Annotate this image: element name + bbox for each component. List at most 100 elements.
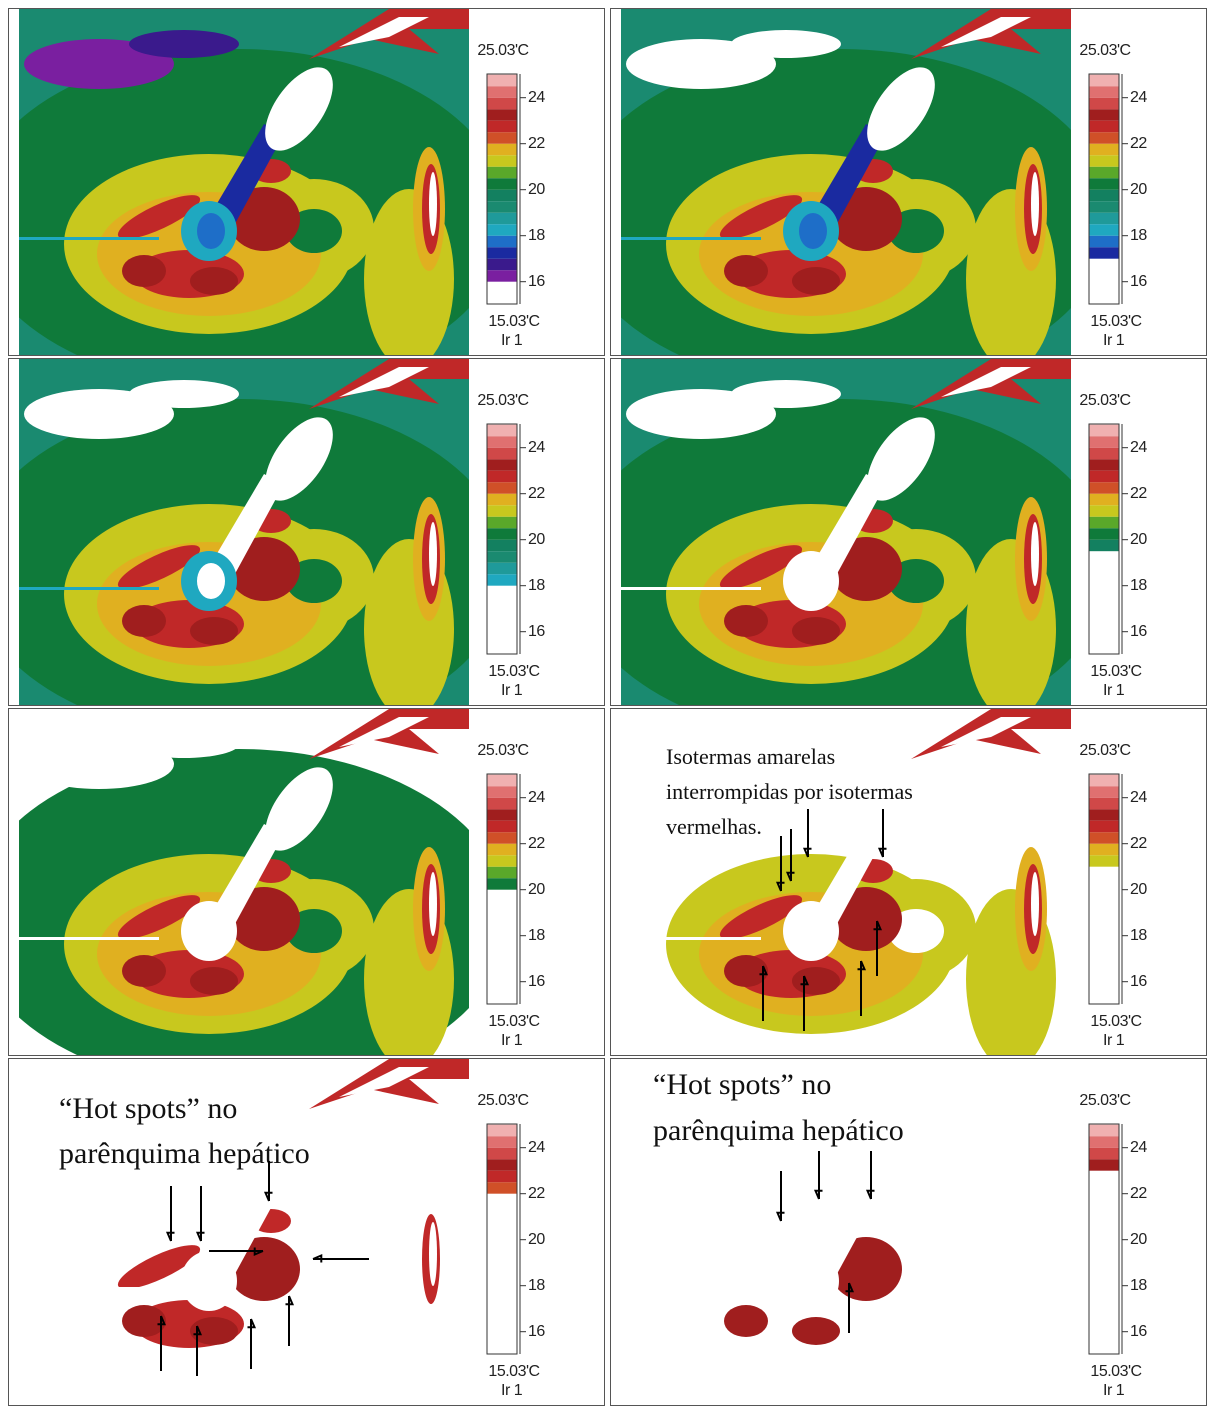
colorbar-segment bbox=[487, 866, 517, 879]
colorbar-segment bbox=[487, 459, 517, 471]
annotation: interrompidas por isotermas bbox=[666, 779, 913, 804]
isotherm-region bbox=[129, 30, 239, 58]
colorbar-segment bbox=[487, 1331, 517, 1354]
tick-label: 24 bbox=[528, 89, 545, 106]
isotherm-region bbox=[190, 267, 238, 295]
colorbar-segment bbox=[1089, 585, 1119, 598]
colorbar-segment bbox=[1089, 493, 1119, 506]
isotherm-region bbox=[867, 1117, 935, 1201]
isotherm-region bbox=[941, 367, 1031, 397]
colorbar-segment bbox=[487, 97, 517, 110]
colorbar-segment bbox=[1089, 143, 1119, 156]
colorbar-segment bbox=[487, 281, 517, 304]
isotherm-region bbox=[719, 895, 803, 939]
colorbar-segment bbox=[1089, 855, 1119, 867]
arrow-head bbox=[253, 1247, 264, 1257]
colorbar-segment bbox=[1089, 1182, 1119, 1194]
thermal-image bbox=[621, 359, 1071, 705]
arrow-head bbox=[865, 1189, 875, 1200]
isotherm-region bbox=[724, 255, 768, 287]
scale-max-label: 25.03'C bbox=[1079, 1092, 1130, 1109]
isotherm-region bbox=[429, 172, 437, 236]
colorbar-frame bbox=[1088, 773, 1120, 1005]
camera-label: Ir 1 bbox=[501, 1032, 523, 1049]
colorbar-segment bbox=[1089, 1331, 1119, 1354]
tick-label: 24 bbox=[528, 439, 545, 456]
isotherm-region bbox=[792, 617, 840, 645]
arrow-head bbox=[877, 847, 887, 858]
isotherm-region bbox=[719, 195, 803, 239]
isotherm-region bbox=[792, 967, 840, 995]
colorbar-segment bbox=[487, 1251, 517, 1263]
colorbar-frame bbox=[486, 1123, 518, 1355]
isotherm-region bbox=[626, 39, 776, 89]
colorbar-segment bbox=[487, 235, 517, 248]
colorbar-segment bbox=[487, 155, 517, 167]
colorbar-segment bbox=[1089, 459, 1119, 471]
colorbar-segment bbox=[1089, 132, 1119, 144]
isotherm-region bbox=[286, 909, 342, 953]
tick-label: 16 bbox=[528, 1323, 545, 1340]
isotherm-region bbox=[724, 1305, 768, 1337]
colorbar-segment bbox=[1089, 1216, 1119, 1229]
colorbar-segment bbox=[487, 1262, 517, 1275]
tick-label: 22 bbox=[1130, 835, 1147, 852]
isotherm-region bbox=[724, 955, 768, 987]
colorbar-segment bbox=[1089, 155, 1119, 167]
isotherm-region bbox=[24, 389, 174, 439]
colorbar-segment bbox=[487, 516, 517, 529]
isotherm-region bbox=[190, 1317, 238, 1345]
isotherm-region bbox=[799, 913, 827, 949]
isotherm-region bbox=[122, 1305, 166, 1337]
scale-max-label: 25.03'C bbox=[1079, 392, 1130, 409]
colorbar-segment bbox=[487, 120, 517, 133]
annotation: vermelhas. bbox=[666, 814, 762, 839]
isotherm-region bbox=[888, 1259, 944, 1303]
tick-label: 22 bbox=[1130, 1185, 1147, 1202]
isotherm-region bbox=[117, 545, 201, 589]
colorbar-segment bbox=[487, 1193, 517, 1206]
colorbar-segment bbox=[487, 947, 517, 959]
colorbar-segment bbox=[487, 1320, 517, 1332]
thermal-panel: 24 22 20 18 16 25.03'C 15.03'C Ir 1 bbox=[8, 708, 605, 1056]
colorbar-segment bbox=[487, 470, 517, 483]
colorbar-segment bbox=[487, 166, 517, 179]
colorbar-segment bbox=[487, 597, 517, 609]
thermal-panel: 24 22 20 18 16 25.03'C 15.03'C Ir 1 bbox=[8, 358, 605, 706]
colorbar-segment bbox=[487, 585, 517, 598]
scale-min-label: 15.03'C bbox=[1090, 313, 1141, 330]
tick-label: 16 bbox=[1130, 1323, 1147, 1340]
isotherm-region bbox=[731, 30, 841, 58]
isotherm-region bbox=[799, 213, 827, 249]
colorbar-segment bbox=[1089, 178, 1119, 190]
tick-label: 20 bbox=[528, 531, 545, 548]
colorbar-frame bbox=[1088, 73, 1120, 305]
colorbar-segment bbox=[487, 1216, 517, 1229]
scale-min-label: 15.03'C bbox=[488, 663, 539, 680]
colorbar-segment bbox=[487, 912, 517, 925]
colorbar-segment bbox=[1089, 1136, 1119, 1148]
camera-label: Ir 1 bbox=[501, 1382, 523, 1399]
colorbar-segment bbox=[487, 1205, 517, 1217]
arrow-head bbox=[800, 975, 810, 986]
colorbar-segment bbox=[487, 878, 517, 890]
colorbar-segment bbox=[487, 247, 517, 259]
colorbar-segment bbox=[1089, 516, 1119, 529]
tick-label: 18 bbox=[1130, 577, 1147, 594]
isotherm-region bbox=[122, 955, 166, 987]
colorbar-segment bbox=[1089, 786, 1119, 798]
colorbar-segment bbox=[1089, 1147, 1119, 1160]
colorbar-segment bbox=[1089, 1239, 1119, 1252]
colorbar-segment bbox=[1089, 1251, 1119, 1263]
colorbar-segment bbox=[1089, 901, 1119, 913]
tick-label: 20 bbox=[528, 181, 545, 198]
isotherm-region bbox=[19, 237, 159, 240]
isotherm-region bbox=[429, 1222, 437, 1286]
colorbar-segment bbox=[487, 631, 517, 654]
thermal-image bbox=[19, 1059, 469, 1405]
colorbar-segment bbox=[1089, 447, 1119, 460]
colorbar-segment bbox=[1089, 1297, 1119, 1309]
colorbar-segment bbox=[1089, 224, 1119, 236]
thermal-panel: 24 22 20 18 16 25.03'C 15.03'C Ir 1 bbox=[610, 358, 1207, 706]
thermal-image bbox=[19, 709, 469, 1055]
